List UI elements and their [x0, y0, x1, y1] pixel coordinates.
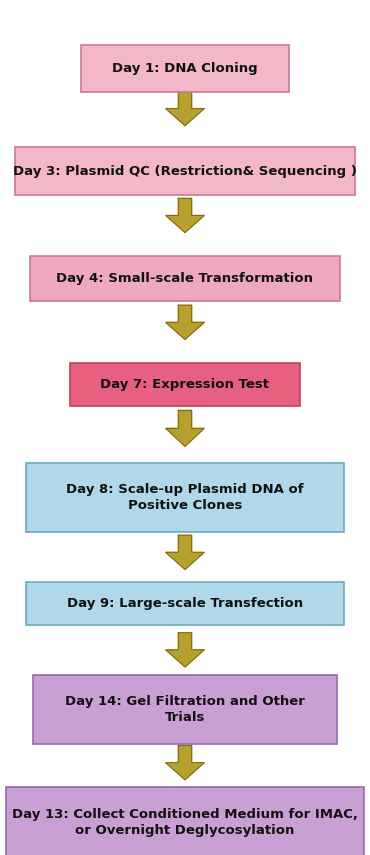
FancyBboxPatch shape	[15, 147, 355, 194]
FancyBboxPatch shape	[26, 463, 344, 532]
Text: Day 14: Gel Filtration and Other
Trials: Day 14: Gel Filtration and Other Trials	[65, 695, 305, 724]
Polygon shape	[166, 410, 204, 446]
Polygon shape	[166, 198, 204, 233]
FancyBboxPatch shape	[81, 44, 289, 91]
Polygon shape	[166, 633, 204, 667]
Text: Day 3: Plasmid QC (Restriction& Sequencing ): Day 3: Plasmid QC (Restriction& Sequenci…	[13, 164, 357, 178]
Text: Day 13: Collect Conditioned Medium for IMAC,
or Overnight Deglycosylation: Day 13: Collect Conditioned Medium for I…	[12, 808, 358, 837]
Text: Day 1: DNA Cloning: Day 1: DNA Cloning	[112, 62, 258, 75]
FancyBboxPatch shape	[33, 675, 337, 744]
Text: Day 4: Small-scale Transformation: Day 4: Small-scale Transformation	[57, 272, 313, 286]
FancyBboxPatch shape	[70, 363, 300, 406]
Polygon shape	[166, 91, 204, 126]
Polygon shape	[166, 746, 204, 780]
FancyBboxPatch shape	[30, 256, 340, 301]
FancyBboxPatch shape	[26, 582, 344, 625]
FancyBboxPatch shape	[6, 787, 364, 855]
Text: Day 7: Expression Test: Day 7: Expression Test	[101, 378, 269, 392]
Text: Day 8: Scale-up Plasmid DNA of
Positive Clones: Day 8: Scale-up Plasmid DNA of Positive …	[66, 483, 304, 512]
Polygon shape	[166, 305, 204, 339]
Polygon shape	[166, 535, 204, 569]
Text: Day 9: Large-scale Transfection: Day 9: Large-scale Transfection	[67, 597, 303, 610]
